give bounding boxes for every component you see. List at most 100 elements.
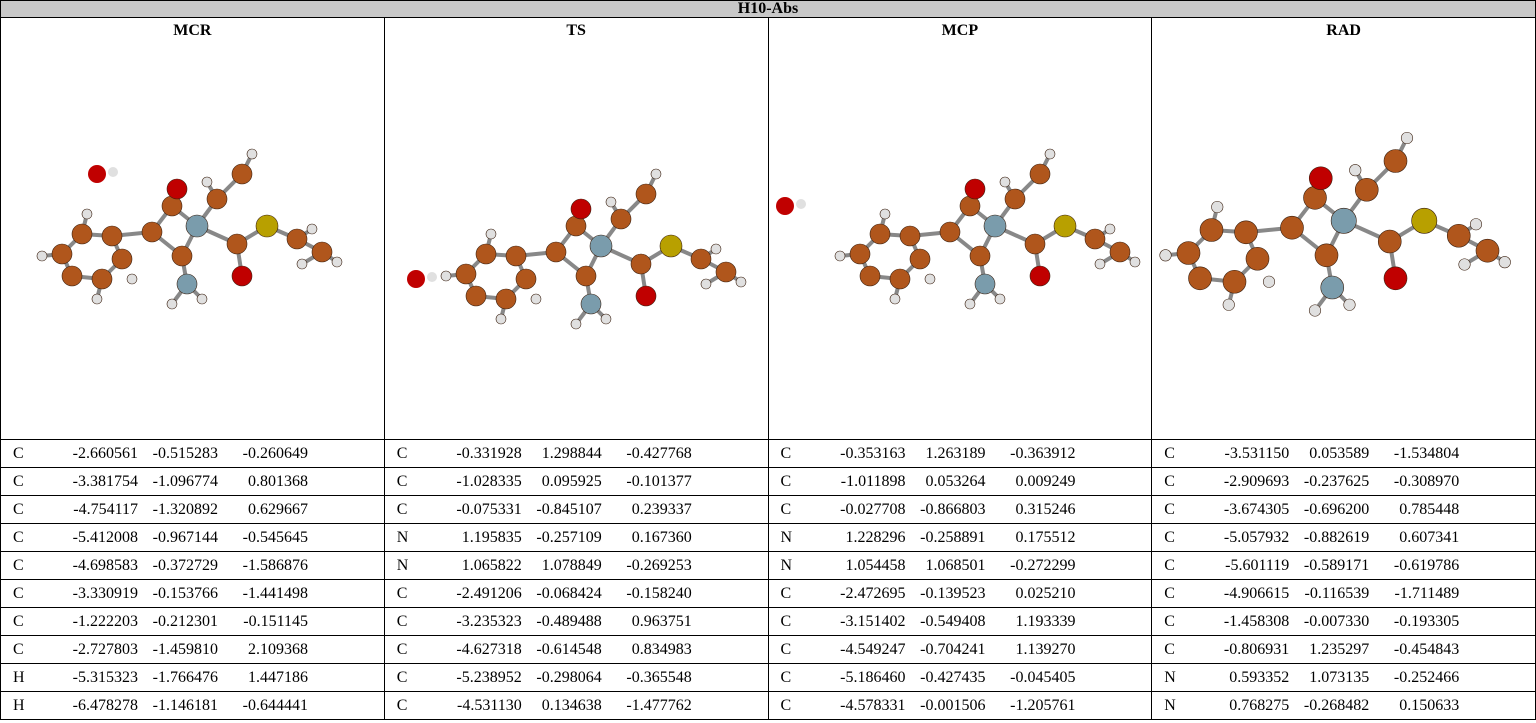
coordinate: -0.427435 (920, 668, 986, 686)
atom (580, 293, 602, 315)
atom (1029, 265, 1051, 287)
coordinate: 1.228296 (845, 528, 906, 546)
coordinate-cell: C -3.381754 -1.096774 0.801368 (0, 467, 385, 496)
atom-coordinates: C -2.660561 -0.515283 -0.260649 (1, 440, 384, 467)
atom (700, 278, 712, 290)
coordinate: 1.447186 (248, 668, 308, 686)
coordinate: 0.834983 (631, 640, 692, 658)
atom (964, 178, 986, 200)
atom (1383, 149, 1407, 173)
coordinate-cell: C -4.531130 0.134638 -1.477762 (383, 691, 769, 720)
atom (1320, 275, 1344, 300)
atom (475, 243, 497, 265)
atom (1233, 220, 1258, 245)
coordinate-cell: C -1.028335 0.095925 -0.101377 (383, 467, 769, 496)
atom (37, 250, 48, 262)
coordinate: 1.073135 (1309, 668, 1370, 686)
atom (1383, 266, 1407, 291)
atom (690, 248, 712, 270)
molecule-image (407, 168, 747, 330)
coordinate-cell: C -3.531150 0.053589 -1.534804 (1151, 439, 1536, 468)
coordinate: 1.078849 (541, 556, 602, 574)
coordinate: -6.478278 (72, 696, 138, 714)
coordinate: -0.151145 (243, 612, 308, 630)
coordinate: -0.153766 (152, 584, 218, 602)
element: H (13, 668, 25, 686)
element: C (396, 500, 408, 518)
coordinate: -0.101377 (626, 472, 692, 490)
atom (455, 263, 477, 285)
element: C (13, 500, 24, 518)
coordinate-row: C -4.698583 -0.372729 -1.586876 N 1.065822 1.0… (0, 551, 1536, 580)
molecule-image (775, 148, 1141, 310)
element: C (1164, 584, 1175, 602)
atom-coordinates: C -1.458308 -0.007330 -0.193305 (1152, 608, 1535, 635)
atom (287, 228, 308, 250)
coordinate: -0.545645 (242, 528, 308, 546)
atom (570, 198, 592, 220)
atom-coordinates: C -3.674305 -0.696200 0.785448 (1152, 496, 1535, 523)
atom (427, 272, 438, 282)
coordinate: -3.531150 (1224, 444, 1290, 462)
element: C (1164, 472, 1175, 490)
atom (909, 248, 931, 270)
coordinate: -2.660561 (72, 444, 138, 462)
coordinate: -2.472695 (840, 584, 906, 602)
atom (72, 223, 93, 245)
coordinate: -0.331928 (456, 444, 522, 462)
atom (635, 285, 657, 307)
element: C (396, 696, 408, 714)
coordinate: -0.139523 (920, 584, 986, 602)
atom (312, 241, 333, 263)
coordinate: 1.068501 (925, 556, 986, 574)
coordinate: -0.007330 (1303, 612, 1370, 630)
coordinate-cell: C -4.578331 -0.001506 -1.205761 (767, 691, 1153, 720)
coordinate: -4.698583 (72, 556, 138, 574)
atom (964, 298, 976, 310)
coordinate: -5.238952 (456, 668, 522, 686)
atom-coordinates: C -4.698583 -0.372729 -1.586876 (1, 552, 384, 579)
column-header-cell: MCP (767, 17, 1153, 440)
atom-coordinates: H -5.315323 -1.766476 1.447186 (1, 664, 384, 691)
atom (849, 243, 871, 265)
column-name: MCP (941, 22, 979, 39)
atom (232, 265, 253, 287)
column-name: MCR (173, 22, 212, 39)
atom (1377, 229, 1402, 254)
atom (969, 245, 991, 267)
element: C (13, 444, 24, 462)
coordinate: -0.427768 (626, 444, 692, 462)
atom (869, 223, 891, 245)
atom-coordinates: C -3.381754 -1.096774 0.801368 (1, 468, 384, 495)
element: N (780, 556, 793, 574)
atom (465, 285, 487, 307)
coordinate: -0.260649 (242, 444, 308, 462)
coordinate: 0.768275 (1229, 696, 1290, 714)
element: N (396, 528, 409, 546)
atom (650, 168, 662, 180)
coordinate-cell: C -0.353163 1.263189 -0.363912 (767, 439, 1153, 468)
coordinate: -1.011898 (840, 472, 906, 490)
atom-coordinates: C -4.549247 -0.704241 1.139270 (769, 636, 1152, 663)
coordinate: 0.629667 (248, 500, 308, 518)
atom (1475, 238, 1499, 263)
coordinate: -0.258891 (920, 528, 986, 546)
coordinate: -0.298064 (536, 668, 602, 686)
atom-coordinates: C -4.578331 -0.001506 -1.205761 (769, 692, 1152, 719)
atom (1176, 241, 1200, 265)
element: C (780, 696, 792, 714)
element: C (396, 668, 408, 686)
atom (1029, 163, 1051, 185)
element: C (1164, 612, 1175, 630)
atom (232, 163, 253, 185)
element: C (1164, 444, 1175, 462)
coordinate-row: C -2.727803 -1.459810 2.109368 C -4.627318 -0.… (0, 635, 1536, 664)
atom (1308, 166, 1333, 191)
atom (659, 234, 683, 258)
atom (1044, 148, 1056, 160)
coordinate: -1.477762 (626, 696, 692, 714)
coordinate: -0.365548 (626, 668, 692, 686)
coordinate-cell: N 1.195835 -0.257109 0.167360 (383, 523, 769, 552)
atom (1024, 233, 1046, 255)
coordinate-cell: C -4.754117 -1.320892 0.629667 (0, 495, 385, 524)
